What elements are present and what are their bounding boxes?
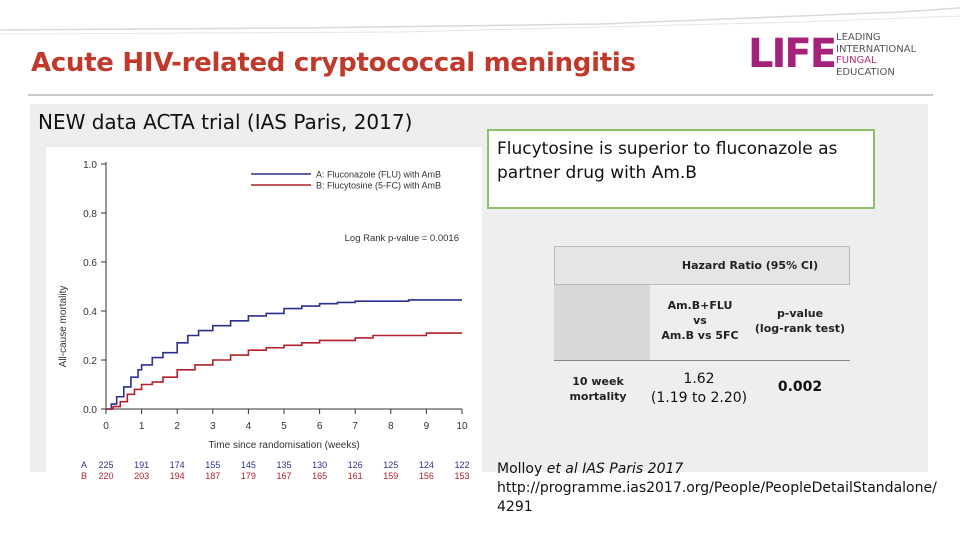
y-tick-label: 0.4	[83, 307, 97, 318]
risk-row-label: A	[81, 460, 87, 470]
hr-col-head-line-2: vs	[693, 314, 707, 327]
risk-count-b: 159	[383, 471, 398, 481]
hazard-ratio-table: Hazard Ratio (95% CI) Am.B+FLU vs Am.B v…	[554, 246, 850, 416]
x-tick-label: 2	[174, 421, 180, 432]
hr-col-head-line-1: Am.B+FLU	[667, 299, 733, 312]
km-chart-panel: 0.0 0.2 0.4 0.6 0.8 1.0 0 1 2 3 4 5 6 7 8 9 10 Time since…	[46, 147, 482, 493]
citation-authors: Molloy	[497, 461, 547, 477]
x-tick-label: 5	[281, 421, 287, 432]
slide-subtitle: NEW data ACTA trial (IAS Paris, 2017)	[38, 110, 413, 134]
slide-title: Acute HIV-related cryptococcal meningiti…	[31, 48, 636, 78]
risk-count-a: 126	[348, 460, 363, 470]
risk-row-label: B	[81, 471, 87, 481]
y-tick-label: 0.2	[83, 356, 97, 367]
risk-count-a: 130	[312, 460, 327, 470]
citation-event: et al IAS Paris 2017	[546, 461, 684, 477]
logo-line-3: FUNGAL	[836, 55, 877, 66]
logo-mark: LIFE	[748, 31, 837, 77]
hr-col-head-comparison: Am.B+FLU vs Am.B vs 5FC	[650, 298, 750, 343]
callout-line-2: partner drug with Am.B	[497, 163, 697, 183]
km-curve-series-b	[106, 332, 462, 410]
x-tick-label: 1	[139, 421, 145, 432]
hr-value: 1.62	[683, 371, 715, 387]
hr-col-head-pvalue: p-value (log-rank test)	[752, 306, 848, 336]
logo-line-1: LEADING	[836, 32, 881, 43]
risk-count-b: 156	[419, 471, 434, 481]
risk-count-a: 225	[98, 460, 113, 470]
hr-value-cell: 1.62 (1.19 to 2.20)	[644, 370, 754, 408]
p-value-cell: 0.002	[777, 379, 823, 395]
risk-count-a: 135	[276, 460, 291, 470]
risk-count-b: 161	[348, 471, 363, 481]
km-chart: 0.0 0.2 0.4 0.6 0.8 1.0 0 1 2 3 4 5 6 7 8 9 10 Time since…	[58, 160, 470, 481]
citation-line-1: Molloy et al IAS Paris 2017	[497, 460, 957, 479]
y-tick-label: 0.0	[83, 405, 97, 416]
y-axis-label: All-cause mortality	[58, 286, 69, 368]
x-tick-label: 7	[352, 421, 358, 432]
x-tick-label: 0	[103, 421, 109, 432]
risk-count-a: 124	[419, 460, 434, 470]
risk-count-b: 187	[205, 471, 220, 481]
legend-label-a: A: Fluconazole (FLU) with AmB	[316, 170, 441, 180]
x-tick-label: 9	[424, 421, 430, 432]
callout-line-1: Flucytosine is superior to fluconazole a…	[497, 139, 838, 159]
hr-pvalue-head-line-1: p-value	[776, 307, 824, 320]
risk-count-a: 122	[454, 460, 469, 470]
callout-box: Flucytosine is superior to fluconazole a…	[487, 129, 875, 209]
hr-pvalue-head-line-2: (log-rank test)	[754, 322, 846, 335]
hr-row-label-line-2: mortality	[569, 390, 627, 403]
risk-count-b: 179	[241, 471, 256, 481]
hr-row-label: 10 week mortality	[553, 374, 643, 404]
km-curve-series-a	[106, 299, 462, 410]
citation-url-2[interactable]: 4291	[497, 499, 533, 515]
title-divider	[28, 94, 933, 96]
hr-col-head-line-3: Am.B vs 5FC	[661, 329, 739, 342]
citation: Molloy et al IAS Paris 2017 http://progr…	[497, 460, 957, 517]
logo-text: LEADING INTERNATIONAL FUNGAL EDUCATION	[836, 32, 916, 78]
risk-count-a: 125	[383, 460, 398, 470]
log-rank-annotation: Log Rank p-value = 0.0016	[345, 233, 459, 244]
legend-label-b: B: Flucytosine (5-FC) with AmB	[316, 181, 441, 191]
risk-count-a: 155	[205, 460, 220, 470]
x-tick-label: 10	[456, 421, 468, 432]
risk-count-b: 165	[312, 471, 327, 481]
x-tick-label: 4	[246, 421, 252, 432]
hr-table-header: Hazard Ratio (95% CI)	[554, 246, 850, 285]
y-tick-label: 1.0	[83, 160, 97, 171]
risk-count-b: 194	[170, 471, 185, 481]
logo-line-2: INTERNATIONAL	[836, 43, 917, 55]
risk-count-a: 174	[170, 460, 185, 470]
risk-count-b: 153	[454, 471, 469, 481]
x-tick-label: 8	[388, 421, 394, 432]
hr-table-blank-cell	[554, 285, 650, 361]
hr-row-label-line-1: 10 week	[572, 375, 624, 388]
hr-table-divider	[554, 360, 850, 361]
risk-count-a: 145	[241, 460, 256, 470]
life-logo: LIFE LEADING INTERNATIONAL FUNGAL EDUCAT…	[748, 30, 938, 80]
hr-ci: (1.19 to 2.20)	[650, 390, 748, 406]
logo-line-4: EDUCATION	[836, 66, 895, 78]
top-decor-line	[0, 7, 960, 35]
x-axis-label: Time since randomisation (weeks)	[208, 440, 359, 451]
risk-count-a: 191	[134, 460, 149, 470]
y-tick-label: 0.6	[83, 258, 97, 269]
citation-url-1[interactable]: http://programme.ias2017.org/People/Peop…	[497, 480, 937, 496]
x-tick-label: 3	[210, 421, 216, 432]
risk-count-b: 220	[98, 471, 113, 481]
risk-count-b: 203	[134, 471, 149, 481]
risk-count-b: 167	[276, 471, 291, 481]
y-tick-label: 0.8	[83, 209, 97, 220]
x-tick-label: 6	[317, 421, 323, 432]
